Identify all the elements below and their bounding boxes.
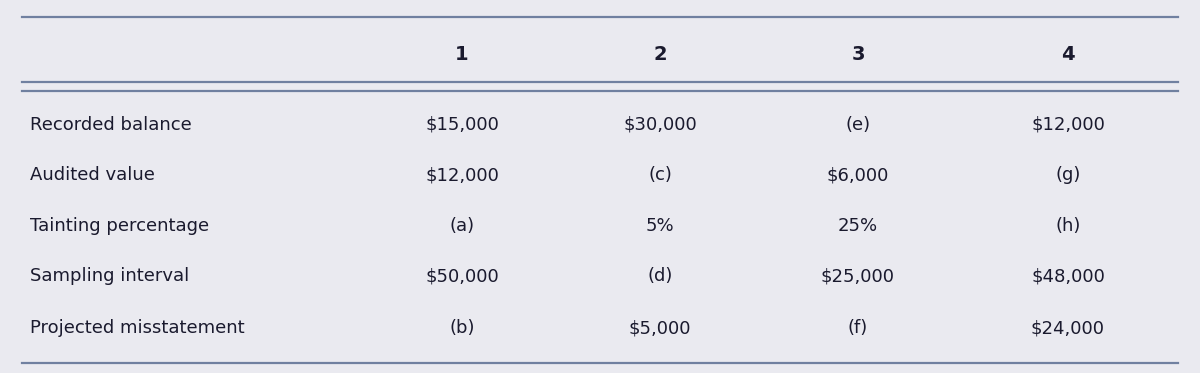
Text: Audited value: Audited value — [30, 166, 155, 184]
Text: (d): (d) — [647, 267, 673, 285]
Text: $25,000: $25,000 — [821, 267, 895, 285]
Text: 4: 4 — [1061, 45, 1075, 63]
Text: 1: 1 — [455, 45, 469, 63]
Text: (c): (c) — [648, 166, 672, 184]
Text: $5,000: $5,000 — [629, 319, 691, 337]
Text: $15,000: $15,000 — [425, 116, 499, 134]
Text: Tainting percentage: Tainting percentage — [30, 217, 209, 235]
Text: 5%: 5% — [646, 217, 674, 235]
Text: $48,000: $48,000 — [1031, 267, 1105, 285]
Text: (a): (a) — [450, 217, 474, 235]
Text: $12,000: $12,000 — [1031, 116, 1105, 134]
Text: $12,000: $12,000 — [425, 166, 499, 184]
Text: 3: 3 — [851, 45, 865, 63]
Text: $30,000: $30,000 — [623, 116, 697, 134]
Text: (b): (b) — [449, 319, 475, 337]
Text: Projected misstatement: Projected misstatement — [30, 319, 245, 337]
Text: $24,000: $24,000 — [1031, 319, 1105, 337]
Text: Recorded balance: Recorded balance — [30, 116, 192, 134]
Text: (f): (f) — [848, 319, 868, 337]
Text: (g): (g) — [1055, 166, 1081, 184]
Text: 25%: 25% — [838, 217, 878, 235]
Text: Sampling interval: Sampling interval — [30, 267, 190, 285]
Text: $6,000: $6,000 — [827, 166, 889, 184]
Text: (h): (h) — [1055, 217, 1081, 235]
Text: $50,000: $50,000 — [425, 267, 499, 285]
Text: (e): (e) — [846, 116, 870, 134]
Text: 2: 2 — [653, 45, 667, 63]
